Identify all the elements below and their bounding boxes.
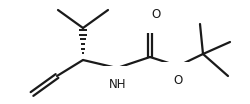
Text: O: O	[152, 8, 160, 21]
Text: O: O	[174, 74, 182, 87]
Text: NH: NH	[109, 78, 127, 91]
